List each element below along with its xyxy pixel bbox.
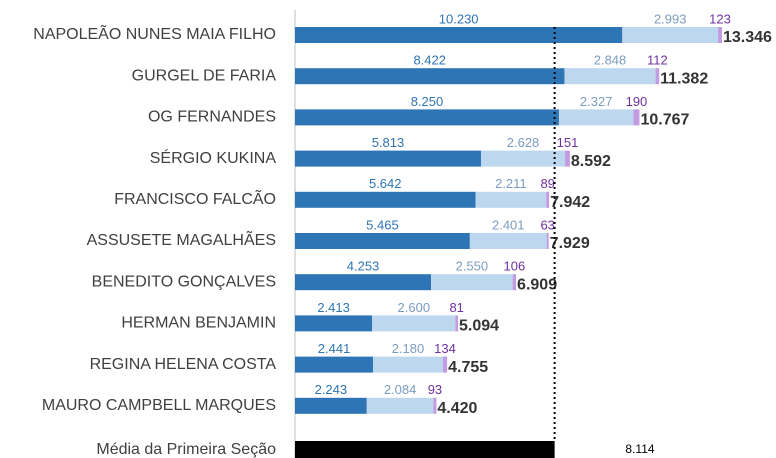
category-label: REGINA HELENA COSTA [90, 356, 277, 373]
value-label: 5.465 [366, 217, 399, 232]
value-label: 89 [540, 176, 554, 191]
value-label: 81 [449, 300, 463, 315]
bar-segment [295, 150, 481, 167]
value-label: 4.253 [347, 259, 380, 274]
bar-segment [480, 150, 566, 167]
value-label: 2.401 [492, 217, 525, 232]
bar-segment [565, 150, 570, 167]
average-label: 8.114 [625, 442, 654, 456]
bar-segment [295, 397, 367, 414]
bar-segment [295, 315, 373, 332]
total-label: 4.755 [448, 359, 488, 376]
bar-segment [295, 356, 374, 373]
total-label: 10.767 [640, 112, 689, 129]
bar-segment [546, 191, 550, 208]
value-label: 2.413 [317, 300, 350, 315]
bar-segment [295, 109, 559, 126]
category-label: GURGEL DE FARIA [132, 67, 277, 84]
bar-segment [433, 397, 437, 414]
total-label: 5.094 [459, 318, 499, 335]
total-label: 7.929 [550, 235, 590, 252]
value-label: 93 [428, 382, 442, 397]
bar-segment [295, 274, 432, 291]
value-label: 2.550 [456, 259, 489, 274]
category-label: FRANCISCO FALCÃO [114, 188, 276, 208]
value-label: 10.230 [439, 11, 479, 26]
value-label: 5.642 [369, 176, 402, 191]
total-label: 13.346 [723, 29, 772, 46]
total-label: 6.909 [517, 276, 557, 293]
category-label: Média da Primeira Seção [96, 441, 276, 458]
bar-segment [431, 274, 513, 291]
bar-segment [718, 27, 722, 43]
value-label: 112 [647, 53, 668, 68]
value-label: 2.211 [495, 176, 527, 191]
bar-segment [295, 68, 565, 85]
value-label: 5.813 [372, 135, 405, 150]
bar-segment [469, 233, 547, 249]
bar-segment [564, 68, 656, 85]
value-label: 8.250 [411, 94, 444, 109]
category-label: HERMAN BENJAMIN [121, 315, 276, 332]
value-label: 2.441 [318, 341, 351, 356]
category-label: OG FERNANDES [148, 109, 276, 126]
category-label: SÉRGIO KUKINA [150, 148, 277, 167]
bar-segment [373, 356, 443, 373]
bar-segment [455, 315, 458, 332]
value-label: 151 [557, 135, 579, 150]
value-label: 63 [540, 217, 554, 232]
value-label: 2.243 [315, 382, 348, 397]
total-label: 11.382 [660, 70, 708, 87]
value-label: 134 [434, 341, 456, 356]
bar-segment [622, 27, 719, 43]
value-label: 2.848 [594, 53, 627, 68]
bar-segment [546, 233, 549, 249]
bar-segment [558, 109, 634, 126]
bar-segment [295, 27, 623, 43]
average-bar [295, 441, 555, 458]
bar-segment [372, 315, 456, 332]
total-label: 7.942 [550, 194, 590, 211]
bar-segment [442, 356, 448, 373]
total-label: 8.592 [571, 153, 611, 170]
total-label: 4.420 [437, 400, 477, 417]
bar-segment [475, 191, 547, 208]
bar-segment [366, 397, 434, 414]
value-label: 2.628 [507, 135, 540, 150]
category-label: NAPOLEÃO NUNES MAIA FILHO [33, 23, 276, 43]
value-label: 2.600 [398, 300, 431, 315]
category-label: BENEDITO GONÇALVES [92, 273, 276, 290]
bar-segment [295, 191, 476, 208]
bar-segment [655, 68, 660, 85]
value-label: 123 [709, 11, 731, 26]
value-label: 190 [626, 94, 648, 109]
value-label: 2.993 [654, 11, 687, 26]
value-label: 2.180 [392, 341, 425, 356]
bar-segment [512, 274, 517, 291]
bar-segment [295, 233, 470, 249]
value-label: 106 [504, 259, 526, 274]
value-label: 8.422 [413, 53, 446, 68]
category-label: MAURO CAMPBELL MARQUES [42, 397, 276, 414]
category-label: ASSUSETE MAGALHÃES [87, 229, 276, 249]
value-label: 2.084 [384, 382, 417, 397]
bar-segment [633, 109, 640, 126]
value-label: 2.327 [580, 94, 613, 109]
